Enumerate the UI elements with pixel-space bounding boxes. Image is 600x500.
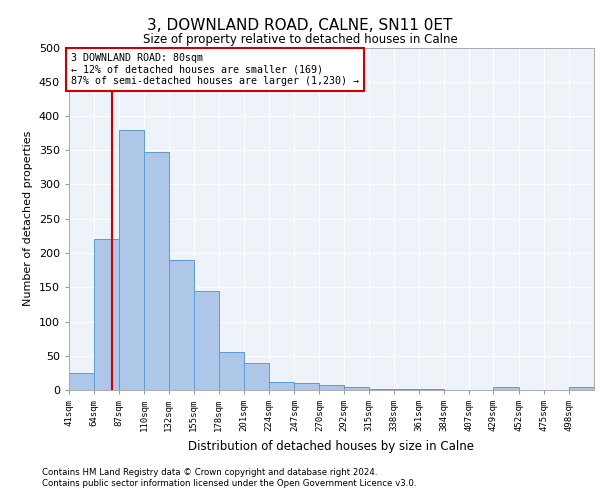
Bar bbox=[94, 240, 119, 390]
Bar bbox=[194, 290, 219, 390]
Bar bbox=[493, 388, 518, 390]
Text: 3, DOWNLAND ROAD, CALNE, SN11 0ET: 3, DOWNLAND ROAD, CALNE, SN11 0ET bbox=[148, 18, 452, 32]
X-axis label: Distribution of detached houses by size in Calne: Distribution of detached houses by size … bbox=[188, 440, 475, 452]
Bar bbox=[69, 373, 94, 390]
Bar bbox=[219, 352, 244, 390]
Bar bbox=[295, 383, 319, 390]
Text: Size of property relative to detached houses in Calne: Size of property relative to detached ho… bbox=[143, 32, 457, 46]
Bar bbox=[569, 388, 594, 390]
Bar bbox=[169, 260, 194, 390]
Text: Contains HM Land Registry data © Crown copyright and database right 2024.
Contai: Contains HM Land Registry data © Crown c… bbox=[42, 468, 416, 487]
Text: 3 DOWNLAND ROAD: 80sqm
← 12% of detached houses are smaller (169)
87% of semi-de: 3 DOWNLAND ROAD: 80sqm ← 12% of detached… bbox=[71, 53, 359, 86]
Bar bbox=[319, 384, 344, 390]
Bar bbox=[119, 130, 145, 390]
Bar bbox=[269, 382, 295, 390]
Y-axis label: Number of detached properties: Number of detached properties bbox=[23, 131, 33, 306]
Bar bbox=[145, 152, 169, 390]
Bar bbox=[244, 362, 269, 390]
Bar bbox=[344, 388, 368, 390]
